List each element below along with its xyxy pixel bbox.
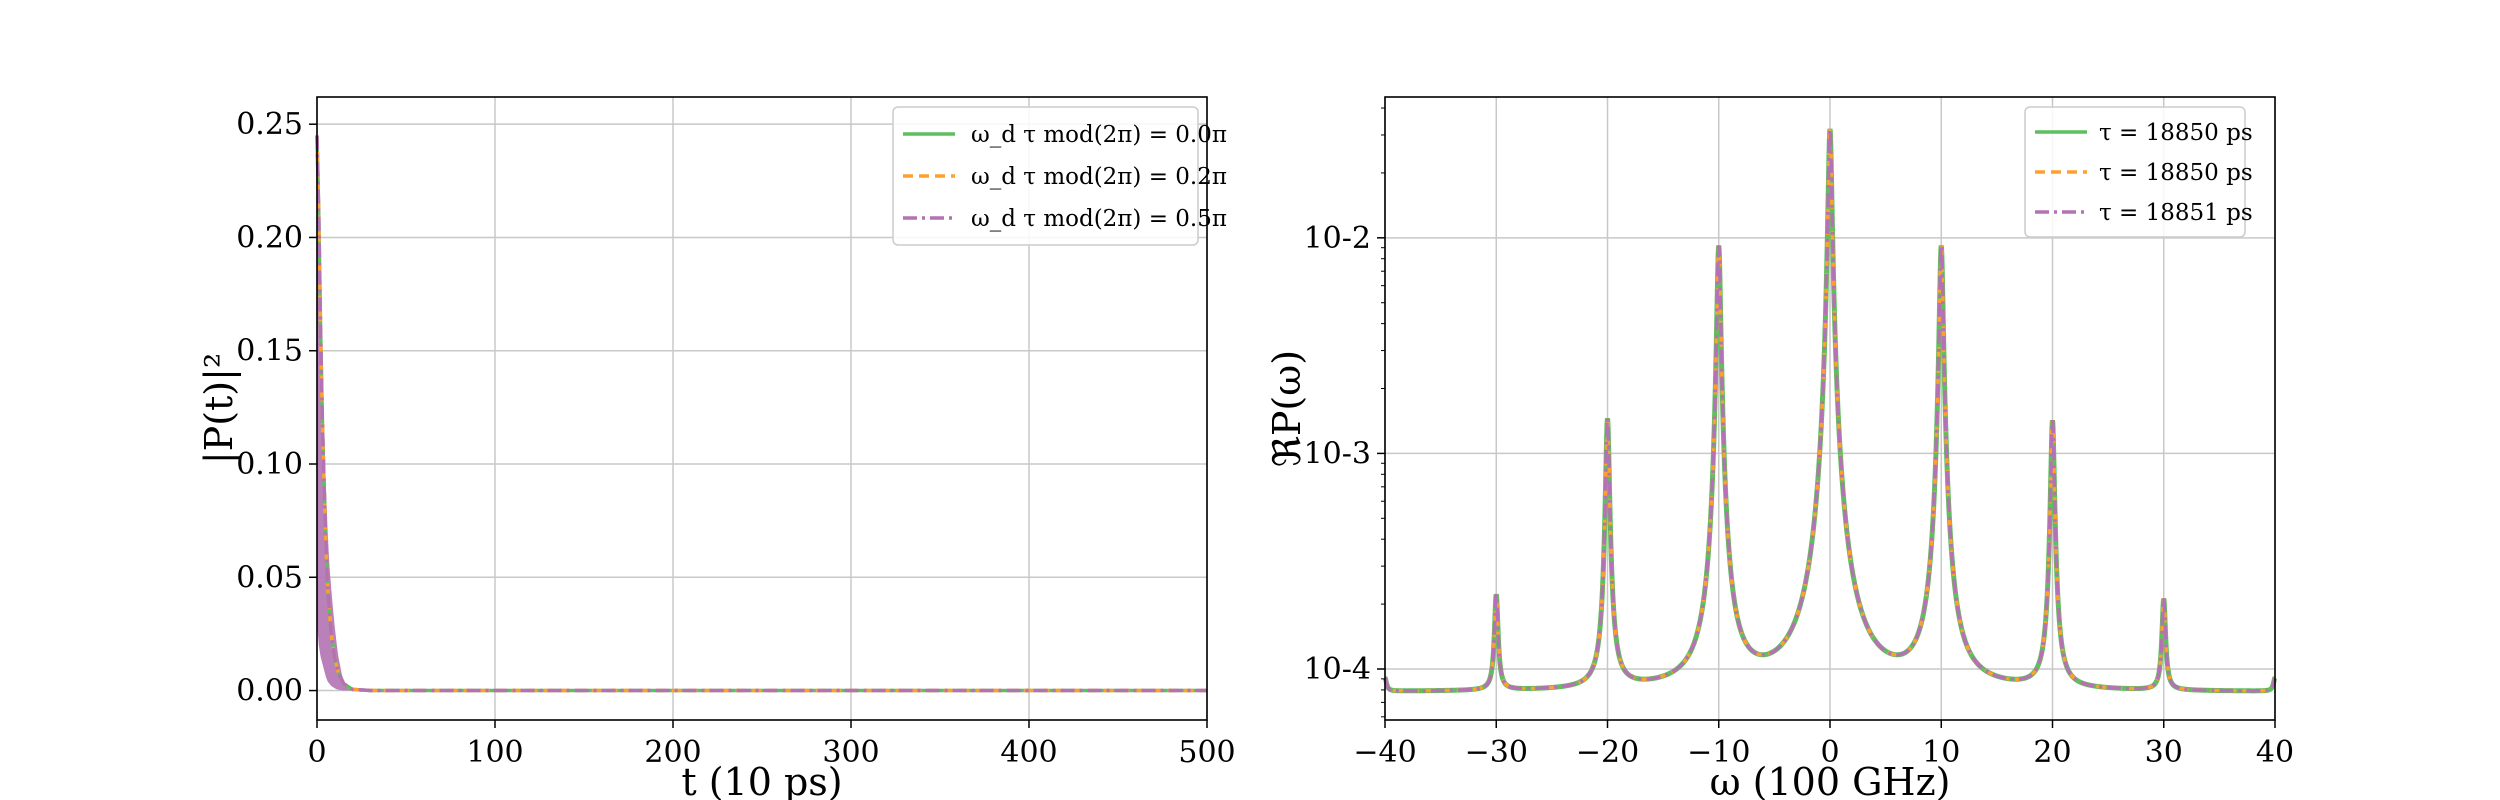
y-tick-label: 10-3 (1304, 436, 1371, 471)
x-tick-label: 20 (2033, 735, 2071, 770)
x-tick-label: 30 (2145, 735, 2183, 770)
spectrum-line-2 (1383, 128, 2277, 693)
legend-box (2024, 106, 2246, 238)
x-tick-label: −40 (1353, 735, 1416, 770)
x-tick-label: 0 (1820, 735, 1839, 770)
y-tick-label: 10-4 (1304, 652, 1371, 687)
x-tick-label: −30 (1465, 735, 1528, 770)
left-panel: 0 100 200 300 400 500 0.00 0.05 0.10 0.15 0.20 0.25… (197, 96, 1236, 800)
y-tick-label: 0.05 (236, 560, 303, 595)
spectrum-line-3 (1383, 128, 2277, 693)
x-tick-label: 400 (1000, 735, 1057, 770)
legend-label-3: ω_d τ mod(2π) = 0.5π (971, 206, 1227, 232)
right-panel: −40 −30 −20 −10 0 10 20 30 40 10-4 10-3 10-2 ω (100 … (1265, 96, 2294, 800)
y-axis-label: |P(t)|² (197, 353, 241, 464)
x-tick-label: 500 (1178, 735, 1235, 770)
y-tick-label: 0.10 (236, 447, 303, 482)
y-tick-label: 0.20 (236, 220, 303, 255)
legend-box (892, 106, 1199, 246)
legend-label-3: τ = 18851 ps (2099, 200, 2253, 226)
x-tick-label: 300 (822, 735, 879, 770)
x-axis-label: ω (100 GHz) (1710, 760, 1951, 800)
x-tick-label: 0 (307, 735, 326, 770)
x-tick-label: −10 (1687, 735, 1750, 770)
x-tick-label: 200 (644, 735, 701, 770)
series-line-3 (315, 135, 1207, 693)
y-tick-label: 0.25 (236, 107, 303, 142)
x-tick-label: −20 (1576, 735, 1639, 770)
y-tick-label: 0.15 (236, 334, 303, 369)
plot-frame (316, 96, 1208, 721)
y-axis-label: ℜP(ω) (1265, 350, 1309, 467)
y-tick-label: 10-2 (1304, 221, 1371, 256)
legend-label-2: ω_d τ mod(2π) = 0.2π (971, 164, 1227, 190)
x-tick-label: 10 (1922, 735, 1960, 770)
legend-label-1: τ = 18850 ps (2099, 120, 2253, 146)
y-tick-label: 0.00 (236, 674, 303, 709)
x-tick-label: 100 (466, 735, 523, 770)
x-tick-label: 40 (2256, 735, 2294, 770)
x-axis-label: t (10 ps) (681, 760, 842, 800)
legend-label-1: ω_d τ mod(2π) = 0.0π (971, 122, 1227, 148)
legend-label-2: τ = 18850 ps (2099, 160, 2253, 186)
series-line-2 (315, 135, 1207, 693)
